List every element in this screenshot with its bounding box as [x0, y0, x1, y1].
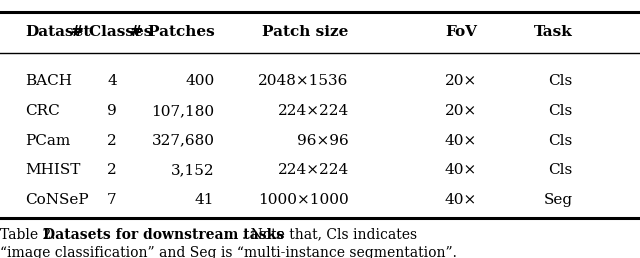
Text: Table 2.: Table 2.: [0, 228, 60, 242]
Text: 20×: 20×: [445, 74, 477, 88]
Text: 20×: 20×: [445, 104, 477, 118]
Text: # Patches: # Patches: [130, 25, 214, 39]
Text: Dataset: Dataset: [26, 25, 91, 39]
Text: 40×: 40×: [445, 134, 477, 148]
Text: CRC: CRC: [26, 104, 60, 118]
Text: Cls: Cls: [548, 134, 573, 148]
Text: Cls: Cls: [548, 163, 573, 177]
Text: 4: 4: [107, 74, 117, 88]
Text: 40×: 40×: [445, 163, 477, 177]
Text: 2: 2: [107, 134, 117, 148]
Text: 9: 9: [107, 104, 117, 118]
Text: 400: 400: [185, 74, 214, 88]
Text: MHIST: MHIST: [26, 163, 81, 177]
Text: # Classes: # Classes: [71, 25, 153, 39]
Text: 224×224: 224×224: [278, 104, 349, 118]
Text: PCam: PCam: [26, 134, 71, 148]
Text: Patch size: Patch size: [262, 25, 349, 39]
Text: “image classification” and Seg is “multi-instance segmentation”.: “image classification” and Seg is “multi…: [0, 246, 457, 258]
Text: 1000×1000: 1000×1000: [258, 193, 349, 207]
Text: . Note that, Cls indicates: . Note that, Cls indicates: [242, 228, 417, 242]
Text: Task: Task: [534, 25, 573, 39]
Text: CoNSeP: CoNSeP: [26, 193, 89, 207]
Text: 96×96: 96×96: [297, 134, 349, 148]
Text: 107,180: 107,180: [151, 104, 214, 118]
Text: BACH: BACH: [26, 74, 72, 88]
Text: Datasets for downstream tasks: Datasets for downstream tasks: [43, 228, 284, 242]
Text: FoV: FoV: [445, 25, 477, 39]
Text: 40×: 40×: [445, 193, 477, 207]
Text: Cls: Cls: [548, 74, 573, 88]
Text: 224×224: 224×224: [278, 163, 349, 177]
Text: 2: 2: [107, 163, 117, 177]
Text: 41: 41: [195, 193, 214, 207]
Text: Seg: Seg: [543, 193, 573, 207]
Text: 327,680: 327,680: [152, 134, 214, 148]
Text: 3,152: 3,152: [171, 163, 214, 177]
Text: 7: 7: [107, 193, 117, 207]
Text: 2048×1536: 2048×1536: [259, 74, 349, 88]
Text: Cls: Cls: [548, 104, 573, 118]
